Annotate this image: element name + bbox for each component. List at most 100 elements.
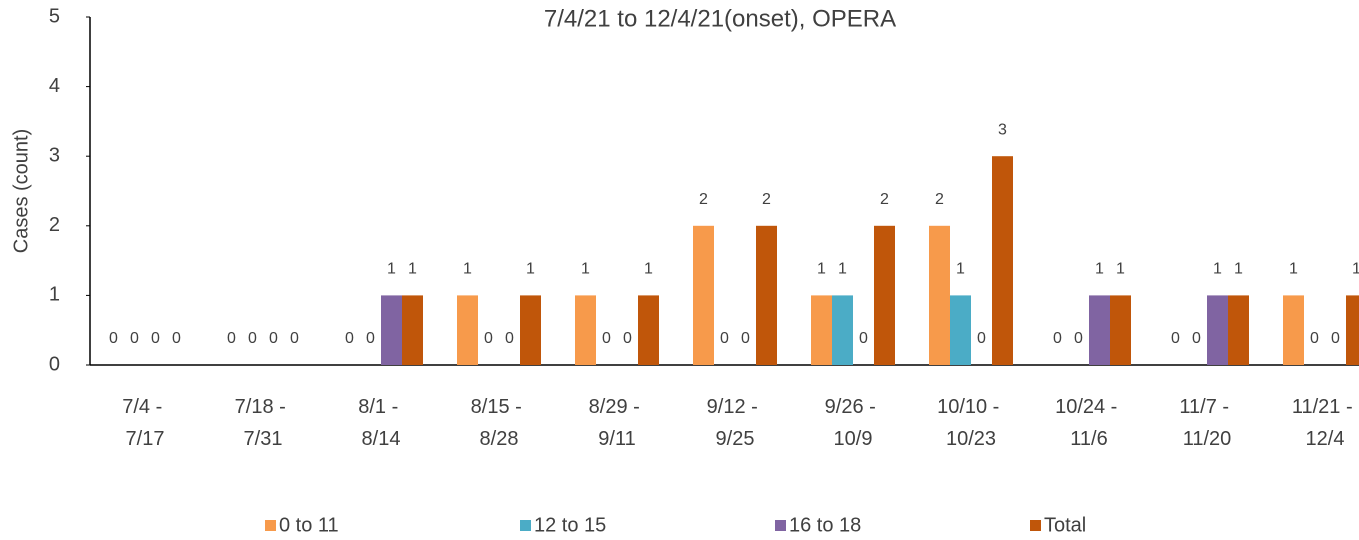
bar (1089, 295, 1110, 365)
data-label: 0 (172, 330, 181, 347)
legend-swatch (265, 520, 276, 531)
data-label: 1 (1213, 261, 1222, 278)
y-tick-label: 0 (49, 353, 60, 375)
x-tick-label: 7/4 - 7/17 (122, 396, 168, 450)
data-label: 0 (720, 330, 729, 347)
data-label: 2 (935, 191, 944, 208)
x-tick-label: 11/21 - 12/4 (1292, 396, 1358, 450)
data-label: 0 (151, 330, 160, 347)
bar (950, 295, 971, 365)
data-label: 2 (699, 191, 708, 208)
data-label: 0 (109, 330, 118, 347)
data-label: 0 (345, 330, 354, 347)
x-tick-label-line: 7/18 - (235, 396, 292, 418)
x-tick-label: 7/18 - 7/31 (235, 396, 292, 450)
x-tick-label-line: 10/10 - (937, 396, 1005, 418)
legend-label: 0 to 11 (279, 514, 339, 536)
x-tick-label-line: 11/6 (1070, 428, 1107, 450)
data-label: 0 (1074, 330, 1083, 347)
legend-label: 12 to 15 (534, 514, 606, 536)
x-tick-label-line: 9/11 (598, 428, 635, 450)
data-label: 1 (1234, 261, 1243, 278)
x-tick-label: 11/7 - 11/20 (1179, 396, 1234, 450)
data-label: 0 (484, 330, 493, 347)
data-label: 0 (859, 330, 868, 347)
data-label: 1 (408, 261, 417, 278)
bar (520, 295, 541, 365)
data-label: 0 (1053, 330, 1062, 347)
data-label: 0 (1331, 330, 1340, 347)
x-tick-label-line: 8/15 - (471, 396, 528, 418)
data-label: 0 (1171, 330, 1180, 347)
data-label: 2 (880, 191, 889, 208)
x-tick-label: 9/26 - 10/9 (825, 396, 882, 450)
data-label: 0 (741, 330, 750, 347)
legend-label: 16 to 18 (789, 514, 861, 536)
bar (638, 295, 659, 365)
x-tick-label-line: 11/21 - (1292, 396, 1358, 418)
data-label: 1 (526, 261, 535, 278)
y-tick-label: 2 (49, 214, 60, 236)
y-tick-label: 5 (49, 5, 60, 27)
data-label: 0 (505, 330, 514, 347)
x-tick-label: 8/15 - 8/28 (471, 396, 528, 450)
x-tick-label-line: 11/20 (1183, 428, 1232, 450)
chart-title: 7/4/21 to 12/4/21(onset), OPERA (544, 5, 896, 32)
bar (811, 295, 832, 365)
bar (575, 295, 596, 365)
bar (381, 295, 402, 365)
bar (457, 295, 478, 365)
y-axis-label: Cases (count) (10, 129, 32, 254)
x-tick-label-line: 8/29 - (589, 396, 646, 418)
legend-swatch (520, 520, 531, 531)
x-tick-label: 10/24 - 11/6 (1055, 396, 1123, 450)
data-label: 0 (623, 330, 632, 347)
legend-label: Total (1044, 514, 1086, 536)
data-label: 0 (602, 330, 611, 347)
data-label: 0 (1192, 330, 1201, 347)
y-tick-label: 4 (49, 75, 60, 97)
data-label: 2 (762, 191, 771, 208)
x-tick-label-line: 9/25 (716, 428, 755, 450)
data-label: 0 (366, 330, 375, 347)
data-label: 1 (387, 261, 396, 278)
x-tick-label: 8/1 - 8/14 (358, 396, 404, 450)
data-label: 3 (998, 121, 1007, 138)
data-label: 1 (581, 261, 590, 278)
x-tick-label-line: 8/14 (362, 428, 401, 450)
x-tick-label: 8/29 - 9/11 (589, 396, 646, 450)
bar (402, 295, 423, 365)
x-tick-label-line: 8/28 (480, 428, 519, 450)
data-label: 1 (817, 261, 826, 278)
x-tick-label-line: 9/12 - (707, 396, 764, 418)
bar (929, 225, 950, 365)
data-label: 1 (838, 261, 847, 278)
data-label: 1 (1352, 261, 1359, 278)
data-label: 0 (290, 330, 299, 347)
x-tick-label-line: 12/4 (1306, 428, 1345, 450)
bar (1228, 295, 1249, 365)
data-label: 0 (1310, 330, 1319, 347)
data-label: 1 (1289, 261, 1298, 278)
bar (874, 225, 895, 365)
x-tick-label-line: 7/17 (126, 428, 165, 450)
bar (1283, 295, 1304, 365)
data-label: 0 (227, 330, 236, 347)
x-tick-label-line: 7/31 (244, 428, 283, 450)
data-label: 0 (977, 330, 986, 347)
bar (1110, 295, 1131, 365)
x-tick-label-line: 9/26 - (825, 396, 882, 418)
data-label: 0 (130, 330, 139, 347)
data-label: 1 (956, 261, 965, 278)
data-label: 1 (644, 261, 653, 278)
bar (832, 295, 853, 365)
bar (756, 225, 777, 365)
legend-swatch (1030, 520, 1041, 531)
data-label: 1 (1116, 261, 1125, 278)
x-tick-label-line: 11/7 - (1179, 396, 1234, 418)
x-tick-label-line: 10/9 (834, 428, 873, 450)
data-label: 0 (248, 330, 257, 347)
data-label: 0 (269, 330, 278, 347)
x-tick-label: 10/10 - 10/23 (937, 396, 1005, 450)
